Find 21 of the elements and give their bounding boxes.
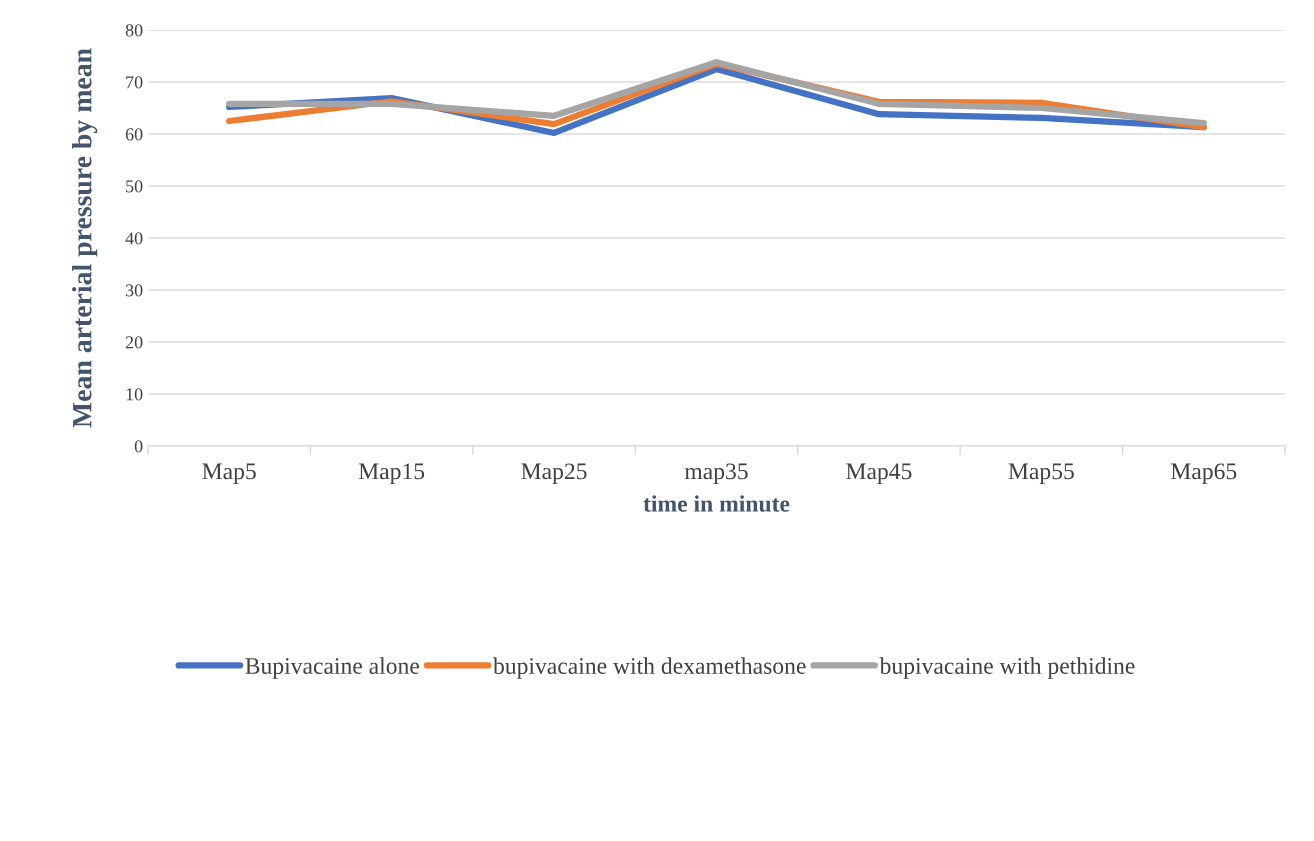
- y-tick-label: 70: [126, 76, 143, 89]
- x-tick-label: Map15: [358, 463, 425, 485]
- y-tick-label: 40: [125, 232, 143, 245]
- x-tick-label: map35: [684, 463, 748, 485]
- legend-label: bupivacaine with dexamethasone: [493, 657, 806, 679]
- y-axis-title: Mean arterial pressure by mean: [72, 48, 98, 428]
- y-tick-label: 50: [126, 180, 143, 193]
- y-tick-label: 30: [125, 284, 143, 297]
- x-tick-label: Map55: [1008, 463, 1074, 485]
- x-tick-label: Map45: [846, 463, 912, 485]
- y-tick-label: 10: [126, 388, 143, 401]
- x-tick-label: Map25: [521, 463, 587, 485]
- legend-label: bupivacaine with pethidine: [879, 657, 1135, 679]
- x-axis-title: time in minute: [643, 495, 790, 512]
- x-tick-label: Map65: [1171, 463, 1237, 485]
- y-tick-label: 80: [125, 24, 143, 37]
- y-tick-label: 0: [134, 440, 143, 453]
- y-tick-label: 60: [125, 128, 143, 141]
- legend-label: Bupivacaine alone: [245, 657, 419, 679]
- x-tick-label: Map5: [202, 463, 256, 485]
- y-tick-label: 20: [125, 336, 143, 349]
